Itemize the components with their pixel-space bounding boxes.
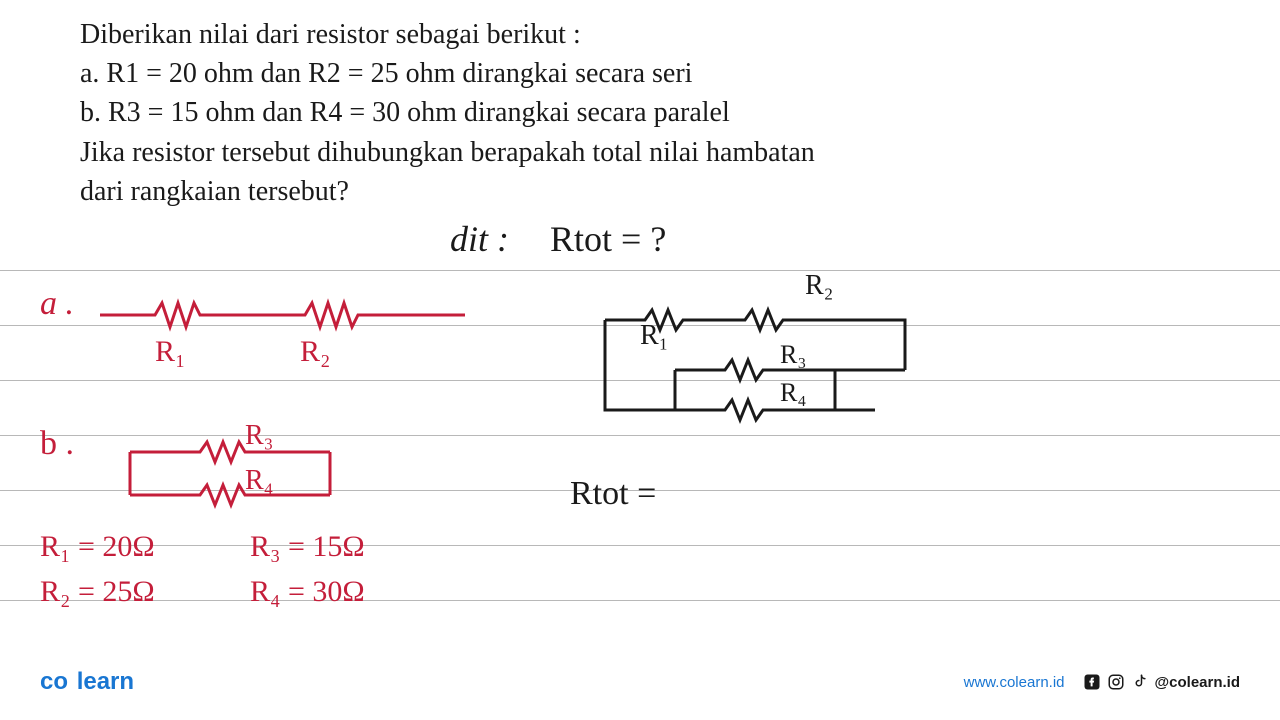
website-url: www.colearn.id	[964, 674, 1065, 691]
instagram-icon	[1107, 673, 1125, 691]
r2-value: R₂ = 25Ω	[40, 575, 155, 609]
circuit-r1-label: R₁	[640, 320, 668, 352]
problem-line-a: a. R1 = 20 ohm dan R2 = 25 ohm dirangkai…	[80, 54, 815, 93]
r1-series-label: R₁	[155, 335, 185, 369]
rtot-question: Rtot = ?	[550, 218, 666, 260]
brand-logo: co learn	[40, 668, 134, 696]
tiktok-icon	[1131, 673, 1149, 691]
problem-intro: Diberikan nilai dari resistor sebagai be…	[80, 15, 815, 54]
circuit-r3-label: R₃	[780, 340, 806, 370]
circuit-r2-label: R₂	[805, 270, 833, 302]
part-a-label: a .	[40, 285, 74, 323]
problem-line-b: b. R3 = 15 ohm dan R4 = 30 ohm dirangkai…	[80, 93, 815, 132]
r3-parallel-label: R₃	[245, 420, 273, 452]
facebook-icon	[1083, 673, 1101, 691]
r2-series-label: R₂	[300, 335, 330, 369]
rtot-equals: Rtot =	[570, 475, 656, 513]
r1-value: R₁ = 20Ω	[40, 530, 155, 564]
r4-value: R₄ = 30Ω	[250, 575, 365, 609]
logo-co: co	[40, 668, 68, 695]
problem-question-2: dari rangkaian tersebut?	[80, 172, 815, 211]
dit-label: dit :	[450, 218, 509, 260]
part-b-label: b .	[40, 425, 74, 463]
social-group: @colearn.id	[1083, 673, 1240, 691]
problem-statement: Diberikan nilai dari resistor sebagai be…	[80, 15, 815, 211]
logo-learn: learn	[77, 668, 134, 695]
series-diagram-red	[100, 300, 470, 340]
footer: co learn www.colearn.id @colearn.id	[0, 662, 1280, 702]
combined-circuit-black	[605, 295, 925, 435]
circuit-r4-label: R₄	[780, 378, 806, 408]
social-handle: @colearn.id	[1155, 674, 1240, 691]
problem-question-1: Jika resistor tersebut dihubungkan berap…	[80, 133, 815, 172]
r3-value: R₃ = 15Ω	[250, 530, 365, 564]
footer-right: www.colearn.id @colearn.id	[964, 673, 1240, 691]
r4-parallel-label: R₄	[245, 465, 273, 497]
